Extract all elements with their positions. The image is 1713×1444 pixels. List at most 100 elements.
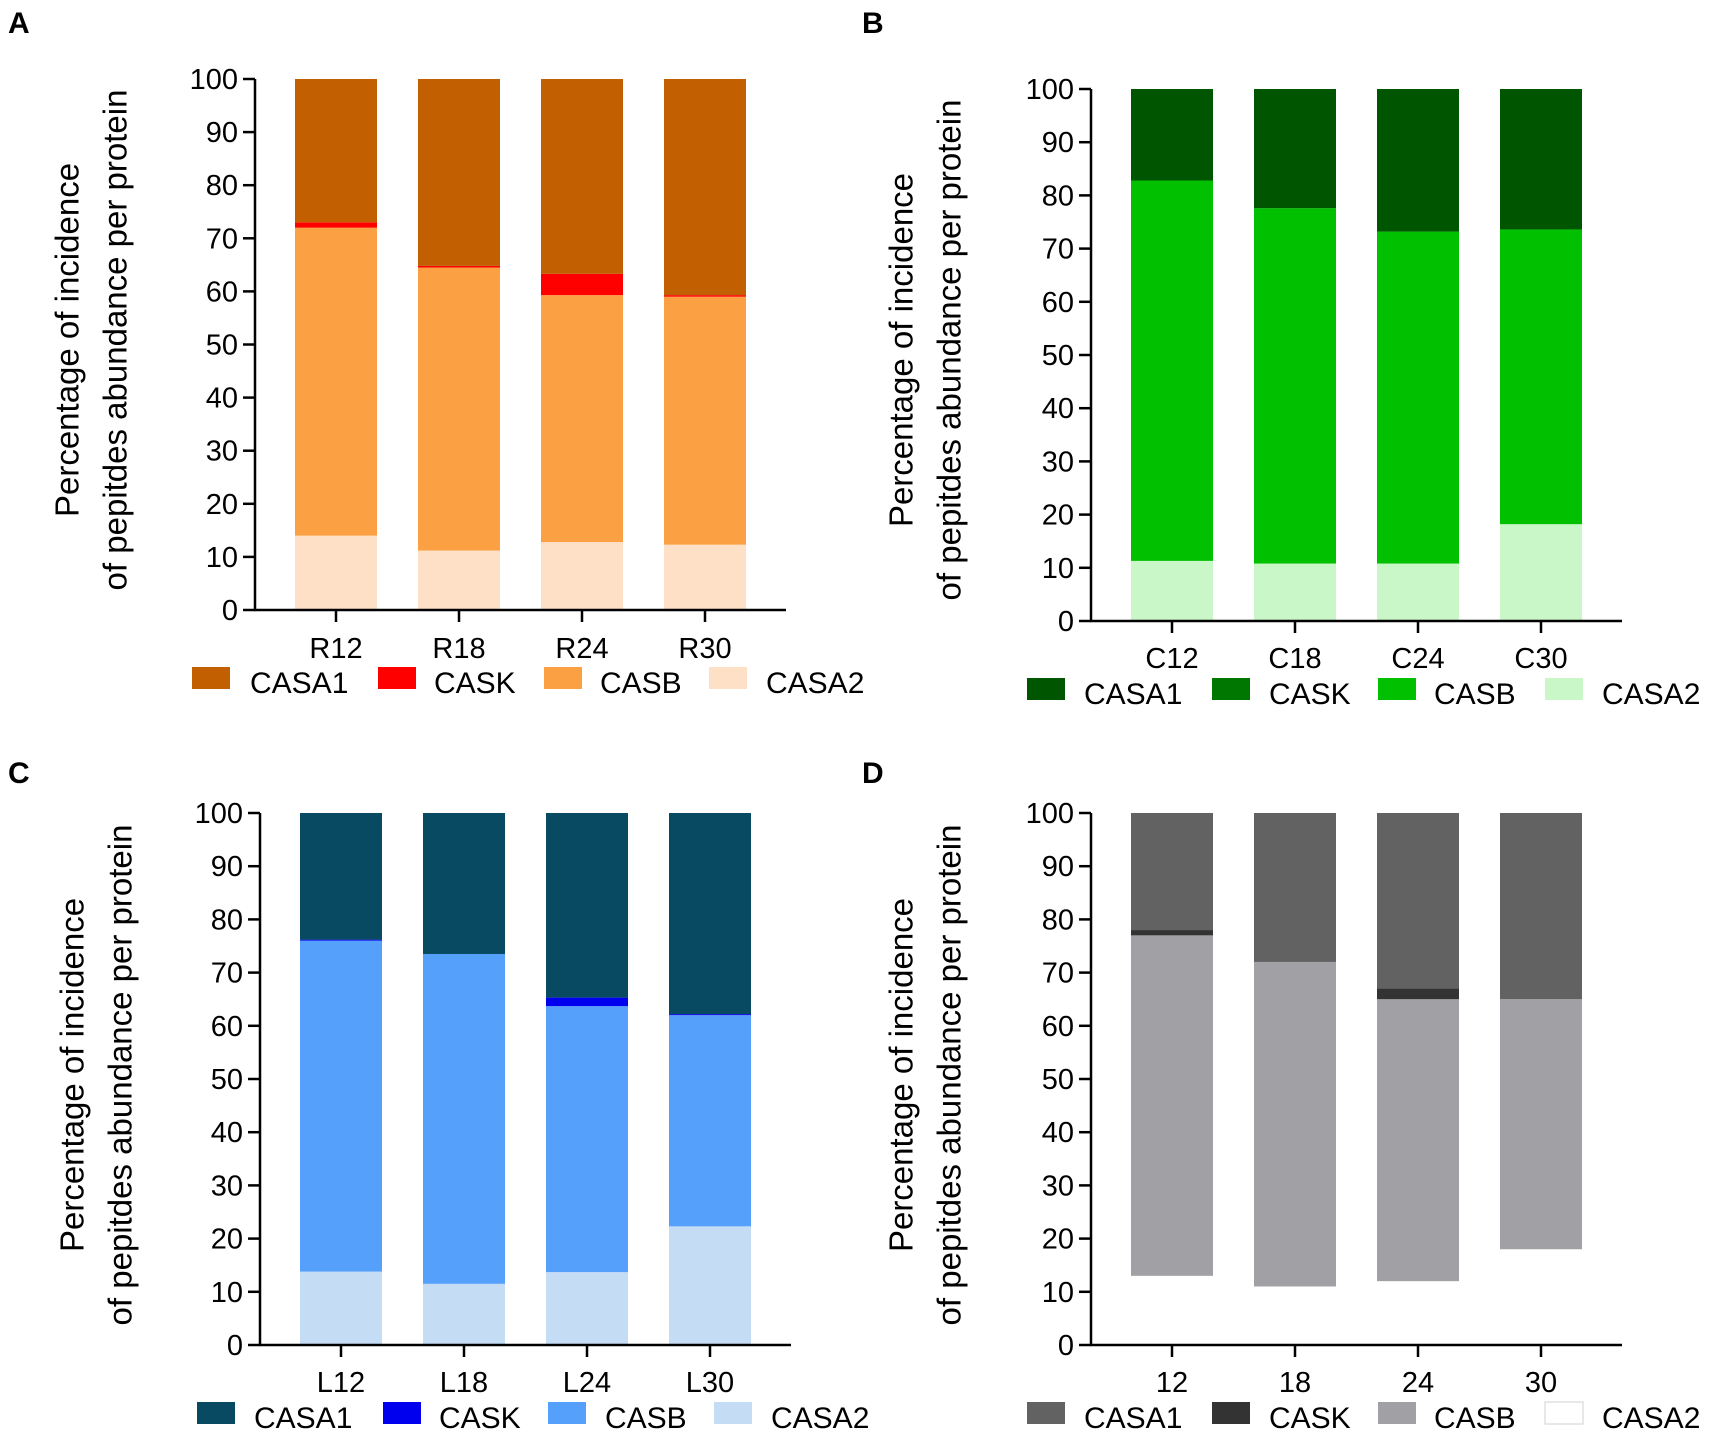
x-tick-label-18: 18 bbox=[1279, 1367, 1311, 1399]
x-tick-label-c12: C12 bbox=[1145, 643, 1198, 675]
legend-label-casa1: CASA1 bbox=[254, 1402, 352, 1435]
x-tick-label-12: 12 bbox=[1156, 1367, 1188, 1399]
bar-segment-casa2-l30 bbox=[669, 1226, 751, 1345]
legend-swatch-cask bbox=[1212, 678, 1250, 700]
x-tick-label-l24: L24 bbox=[563, 1367, 611, 1399]
y-axis-label-line1: Percentage of incidence bbox=[883, 173, 920, 527]
bar-segment-casa1-c30 bbox=[1500, 89, 1582, 230]
bar-segment-casb-l18 bbox=[423, 953, 505, 1284]
y-tick-label-40: 40 bbox=[206, 383, 238, 415]
x-tick-label-r18: R18 bbox=[432, 633, 485, 665]
bar-segment-casa1-r18 bbox=[418, 79, 500, 266]
bar-segment-casb-l24 bbox=[546, 1006, 628, 1273]
bar-segment-casb-c18 bbox=[1254, 208, 1336, 564]
legend: CASA1 CASK CASB CASA2 bbox=[1027, 1401, 1700, 1435]
legend-label-casb: CASB bbox=[1434, 1402, 1516, 1435]
legend-swatch-casa1 bbox=[197, 1402, 235, 1424]
y-tick-label-50: 50 bbox=[1042, 1064, 1074, 1096]
y-tick-label-70: 70 bbox=[211, 958, 243, 990]
panel-label-a: A bbox=[8, 7, 30, 40]
y-tick-label-20: 20 bbox=[206, 489, 238, 521]
bar-segment-cask-r18 bbox=[418, 265, 500, 268]
bar-segment-cask-l30 bbox=[669, 1014, 751, 1016]
x-tick-label-c24: C24 bbox=[1391, 643, 1444, 675]
y-tick-label-90: 90 bbox=[1042, 851, 1074, 883]
bar-segment-casa2-18 bbox=[1254, 1286, 1336, 1345]
legend-swatch-casa2 bbox=[714, 1402, 752, 1424]
panel-d: D 0 10 20 30 40 50 60 70 80 90 100 12 18 24 30 Percenta… bbox=[862, 757, 1700, 1435]
y-axis-label-line1: Percentage of incidence bbox=[883, 898, 920, 1252]
y-tick-label-0: 0 bbox=[222, 595, 238, 627]
bar-segment-casa2-r18 bbox=[418, 550, 500, 610]
panel-c: C 0 10 20 30 40 50 60 70 80 90 100 L12 L18 L24 L30 Perc… bbox=[8, 757, 869, 1435]
bar-segment-casa2-r30 bbox=[664, 544, 746, 610]
bars-group bbox=[300, 813, 751, 1345]
legend-label-casb: CASB bbox=[1434, 678, 1516, 711]
y-axis-label-line2: of pepitdes abundance per protein bbox=[97, 90, 134, 591]
y-tick-label-30: 30 bbox=[206, 436, 238, 468]
bars-group bbox=[295, 79, 746, 610]
y-axis-label-line1: Percentage of incidence bbox=[54, 898, 91, 1252]
y-tick-label-20: 20 bbox=[1042, 1224, 1074, 1256]
y-tick-label-90: 90 bbox=[206, 117, 238, 149]
bar-segment-casb-r30 bbox=[664, 296, 746, 545]
y-axis-label-line1: Percentage of incidence bbox=[49, 163, 86, 517]
legend-label-casb: CASB bbox=[605, 1402, 687, 1435]
bar-segment-cask-12 bbox=[1131, 930, 1213, 936]
y-tick-label-0: 0 bbox=[1058, 1330, 1074, 1362]
legend-swatch-cask bbox=[383, 1402, 421, 1424]
legend: CASA1 CASK CASB CASA2 bbox=[197, 1402, 869, 1435]
legend: CASA1 CASK CASB CASA2 bbox=[1027, 678, 1700, 711]
bar-segment-casb-18 bbox=[1254, 961, 1336, 1287]
legend-swatch-casa1 bbox=[192, 667, 230, 689]
panel-a: A 0 10 20 30 40 50 60 70 80 90 100 R12 R18 R24 R30 Perc… bbox=[8, 7, 864, 700]
bar-segment-casb-c24 bbox=[1377, 231, 1459, 564]
bar-segment-cask-r30 bbox=[664, 295, 746, 297]
y-tick-label-70: 70 bbox=[1042, 234, 1074, 266]
bar-segment-casb-r18 bbox=[418, 267, 500, 551]
bars-group bbox=[1131, 89, 1582, 621]
y-tick-label-100: 100 bbox=[1026, 74, 1074, 106]
y-axis-label-line2: of pepitdes abundance per protein bbox=[931, 100, 968, 601]
y-tick-label-20: 20 bbox=[211, 1224, 243, 1256]
bar-segment-cask-r12 bbox=[295, 222, 377, 228]
bar-segment-casb-30 bbox=[1500, 999, 1582, 1250]
y-tick-label-100: 100 bbox=[190, 64, 238, 96]
panel-label-b: B bbox=[862, 7, 884, 40]
bar-segment-casa1-12 bbox=[1131, 813, 1213, 931]
y-tick-label-80: 80 bbox=[1042, 180, 1074, 212]
legend-label-cask: CASK bbox=[434, 667, 516, 700]
x-tick-label-c18: C18 bbox=[1268, 643, 1321, 675]
bar-segment-casb-r12 bbox=[295, 227, 377, 536]
x-tick-label-c30: C30 bbox=[1514, 643, 1567, 675]
y-tick-label-10: 10 bbox=[206, 542, 238, 574]
bar-segment-casa2-l24 bbox=[546, 1272, 628, 1345]
legend-label-casa2: CASA2 bbox=[766, 667, 864, 700]
legend-swatch-casa1 bbox=[1027, 1402, 1065, 1424]
bar-segment-cask-l24 bbox=[546, 997, 628, 1007]
legend-label-casa2: CASA2 bbox=[1602, 678, 1700, 711]
bars-group bbox=[1131, 813, 1582, 1345]
bar-segment-casa2-12 bbox=[1131, 1275, 1213, 1345]
legend-label-casa1: CASA1 bbox=[1084, 678, 1182, 711]
x-tick-label-l30: L30 bbox=[686, 1367, 734, 1399]
legend-label-cask: CASK bbox=[1269, 1402, 1351, 1435]
y-tick-label-50: 50 bbox=[211, 1064, 243, 1096]
y-tick-label-100: 100 bbox=[195, 798, 243, 830]
bar-segment-casa1-18 bbox=[1254, 813, 1336, 962]
bar-segment-casa1-l12 bbox=[300, 813, 382, 940]
bar-segment-casa1-30 bbox=[1500, 813, 1582, 1000]
legend-swatch-casb bbox=[544, 667, 582, 689]
x-tick-label-24: 24 bbox=[1402, 1367, 1434, 1399]
y-tick-label-50: 50 bbox=[1042, 340, 1074, 372]
bar-segment-casa1-l18 bbox=[423, 813, 505, 954]
legend-label-casb: CASB bbox=[600, 667, 682, 700]
y-tick-label-40: 40 bbox=[1042, 1117, 1074, 1149]
panel-b: B 0 10 20 30 40 50 60 70 80 90 100 C12 C18 C24 C30 Perc… bbox=[862, 7, 1700, 711]
legend-swatch-cask bbox=[378, 667, 416, 689]
y-axis-label-line2: of pepitdes abundance per protein bbox=[102, 825, 139, 1326]
legend-swatch-casb bbox=[1378, 678, 1416, 700]
y-tick-label-40: 40 bbox=[1042, 393, 1074, 425]
y-tick-label-70: 70 bbox=[1042, 958, 1074, 990]
